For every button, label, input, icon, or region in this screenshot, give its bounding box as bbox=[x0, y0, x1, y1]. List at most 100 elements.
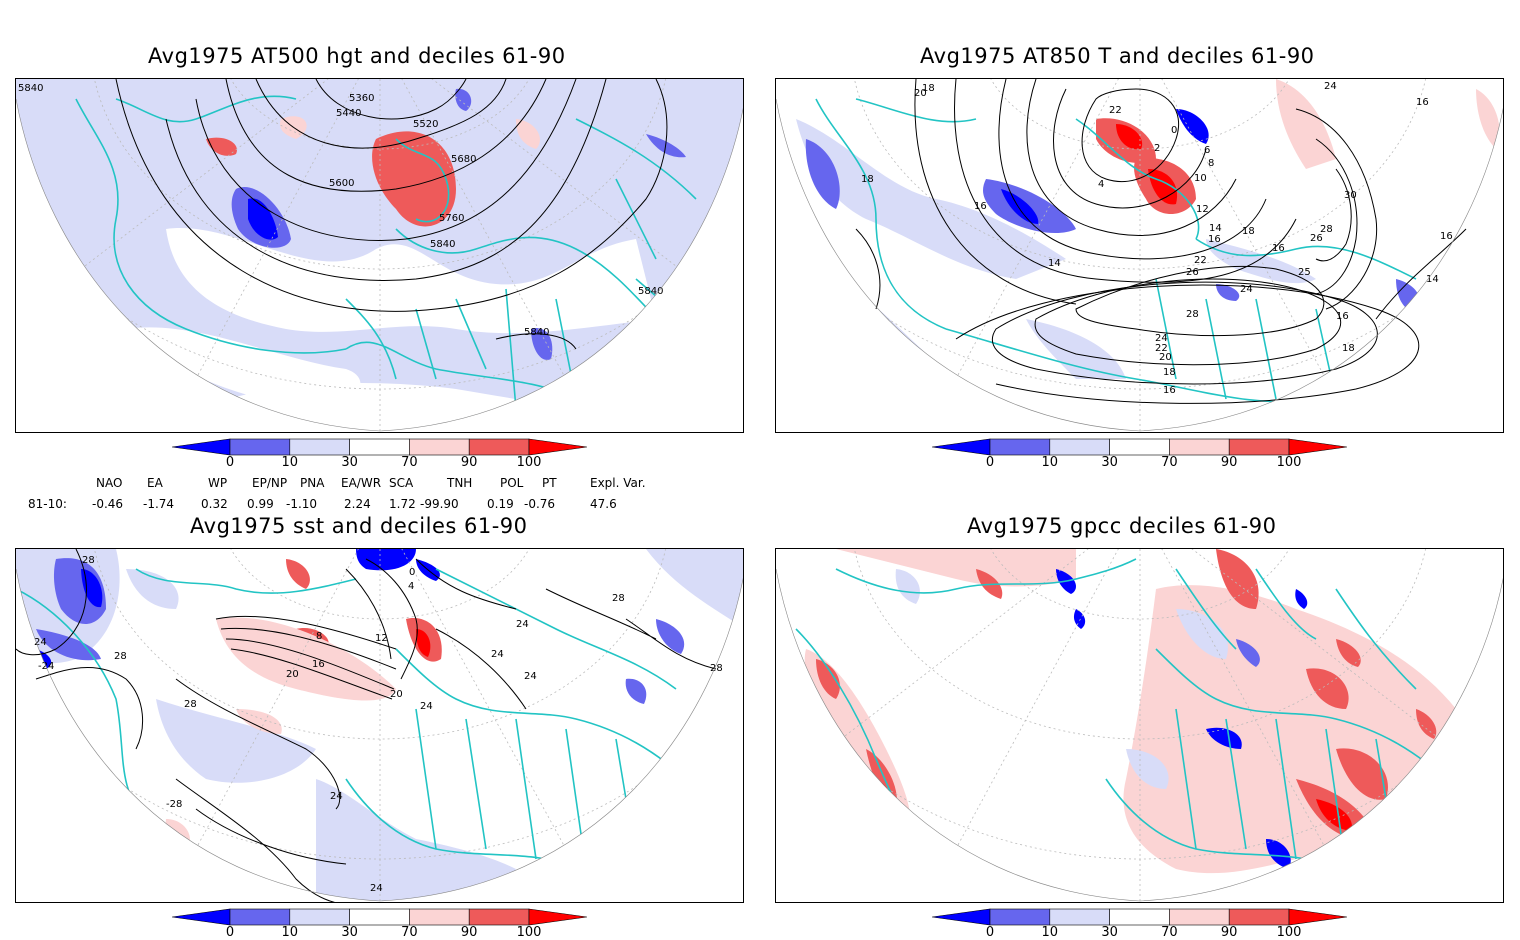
colorbar-tick-label: 10 bbox=[1041, 925, 1059, 940]
contour-label: 24 bbox=[330, 791, 343, 802]
colorbar-tick-label: 10 bbox=[281, 455, 299, 470]
contour-label: 30 bbox=[1344, 190, 1357, 201]
shading-lightblue bbox=[126, 569, 179, 609]
contour-label: 2 bbox=[1154, 143, 1160, 154]
contour-label: 24 bbox=[516, 619, 529, 630]
colorbar-segment bbox=[1228, 908, 1290, 926]
contour-label: 16 bbox=[1440, 231, 1453, 242]
contour-label: 5840 bbox=[18, 83, 43, 94]
index-value: -0.76 bbox=[524, 497, 556, 511]
colorbar-tick-label: 90 bbox=[1220, 925, 1238, 940]
shading-medred bbox=[1416, 709, 1437, 739]
contour-label: 14 bbox=[1426, 274, 1439, 285]
panel-title-2: Avg1975 AT850 T and deciles 61-90 bbox=[920, 44, 1315, 68]
colorbar-segment bbox=[1169, 438, 1230, 456]
shading-lightblue bbox=[1126, 749, 1169, 789]
colorbar-segment bbox=[409, 438, 470, 456]
colorbar-segment bbox=[528, 908, 588, 926]
contour-label: 4 bbox=[408, 581, 414, 592]
contour-label: 18 bbox=[922, 83, 935, 94]
contour-label: 10 bbox=[1194, 173, 1207, 184]
contour-label: 5840 bbox=[638, 286, 663, 297]
map-panel-sst: 28 24 28 24 28 0 4 8 12 16 20 20 24 28 2… bbox=[15, 548, 744, 903]
contour-label: 18 bbox=[1163, 367, 1176, 378]
colorbar-tick-label: 30 bbox=[341, 925, 358, 940]
colorbar-segment bbox=[989, 438, 1051, 456]
shading-medred bbox=[1216, 549, 1259, 609]
index-value: -0.46 bbox=[92, 497, 124, 511]
contour-label: 28 bbox=[184, 699, 197, 710]
contour-label: 5600 bbox=[329, 178, 354, 189]
colorbar-segment bbox=[1288, 438, 1348, 456]
index-name: POL bbox=[500, 476, 524, 490]
contour-label: 5840 bbox=[524, 327, 549, 338]
contour-label: 22 bbox=[1155, 343, 1168, 354]
index-name: EA bbox=[147, 476, 163, 490]
colorbar-segment bbox=[289, 908, 350, 926]
contour-label: 16 bbox=[1336, 311, 1349, 322]
colorbar-segment bbox=[468, 438, 530, 456]
colorbar-tick-label: 90 bbox=[1220, 455, 1238, 470]
colorbar-tick-label: 100 bbox=[1276, 925, 1302, 940]
index-name: NAO bbox=[96, 476, 123, 490]
contour-label: 8 bbox=[1208, 158, 1214, 169]
index-name: Expl. Var. bbox=[590, 476, 646, 490]
index-name: PT bbox=[542, 476, 557, 490]
contour-label: 5840 bbox=[430, 239, 455, 250]
contour-label: 16 bbox=[312, 659, 325, 670]
colorbar-segment bbox=[289, 438, 350, 456]
contour-label: 24 bbox=[1240, 284, 1253, 295]
shading-darkblue bbox=[1295, 589, 1308, 609]
contour-label: 5760 bbox=[439, 213, 464, 224]
contour-label: 16 bbox=[974, 201, 987, 212]
colorbar-segment bbox=[1228, 438, 1290, 456]
shading-darkblue bbox=[81, 569, 103, 608]
colorbar-segment bbox=[1049, 438, 1110, 456]
contour-label: 24 bbox=[1324, 81, 1337, 92]
contour-label: 28 bbox=[612, 593, 625, 604]
shading-lightblue bbox=[796, 119, 1066, 279]
shading-darkred bbox=[1316, 799, 1352, 831]
colorbar-1: 0 10 30 70 90 100 bbox=[171, 438, 588, 472]
colorbar-tick-label: 100 bbox=[516, 925, 542, 940]
contour-label: 22 bbox=[1194, 255, 1207, 266]
shading-medblue bbox=[455, 88, 472, 111]
colorbar-segment bbox=[931, 438, 991, 456]
index-value: 2.24 bbox=[344, 497, 371, 511]
colorbar-segment bbox=[1049, 908, 1110, 926]
contour-label: 24 bbox=[1155, 333, 1168, 344]
colorbar-tick-label: 0 bbox=[985, 925, 995, 940]
panel-title-4: Avg1975 gpcc deciles 61-90 bbox=[967, 514, 1277, 538]
colorbar-tick-label: 0 bbox=[985, 455, 995, 470]
colorbar-tick-label: 30 bbox=[341, 455, 358, 470]
index-value: 0.32 bbox=[201, 497, 228, 511]
shading-lightblue bbox=[156, 699, 316, 783]
colorbar-segment bbox=[468, 908, 530, 926]
contour-label: 26 bbox=[1310, 233, 1323, 244]
colorbar-tick-label: 10 bbox=[1041, 455, 1059, 470]
contour-label: 6 bbox=[1204, 145, 1210, 156]
shading-darkblue bbox=[248, 198, 278, 240]
colorbar-tick-label: 100 bbox=[1276, 455, 1302, 470]
shading-medred bbox=[286, 559, 310, 589]
colorbar-tick-label: 0 bbox=[225, 925, 235, 940]
shading-medred bbox=[372, 131, 456, 227]
contour-label: 25 bbox=[1298, 267, 1311, 278]
index-value: -99.90 bbox=[420, 497, 459, 511]
colorbar-segment bbox=[1109, 908, 1170, 926]
contour-label: 24 bbox=[524, 671, 537, 682]
index-value: 0.19 bbox=[487, 497, 514, 511]
shading-lightred bbox=[516, 119, 540, 149]
shading-medblue bbox=[531, 328, 553, 360]
contour-label: 16 bbox=[1163, 385, 1176, 396]
shading-medred bbox=[206, 137, 237, 156]
contour-label: 28 bbox=[1320, 224, 1333, 235]
contour-label: 14 bbox=[1209, 223, 1222, 234]
contour-label: 24 bbox=[370, 883, 383, 894]
colorbar-4: 0 10 30 70 90 100 bbox=[931, 908, 1348, 940]
contour-label: 14 bbox=[1048, 258, 1061, 269]
contour-label: 28 bbox=[1186, 309, 1199, 320]
index-value: -1.10 bbox=[286, 497, 318, 511]
shading-darkblue bbox=[356, 549, 416, 571]
contour-label: 20 bbox=[914, 88, 927, 99]
